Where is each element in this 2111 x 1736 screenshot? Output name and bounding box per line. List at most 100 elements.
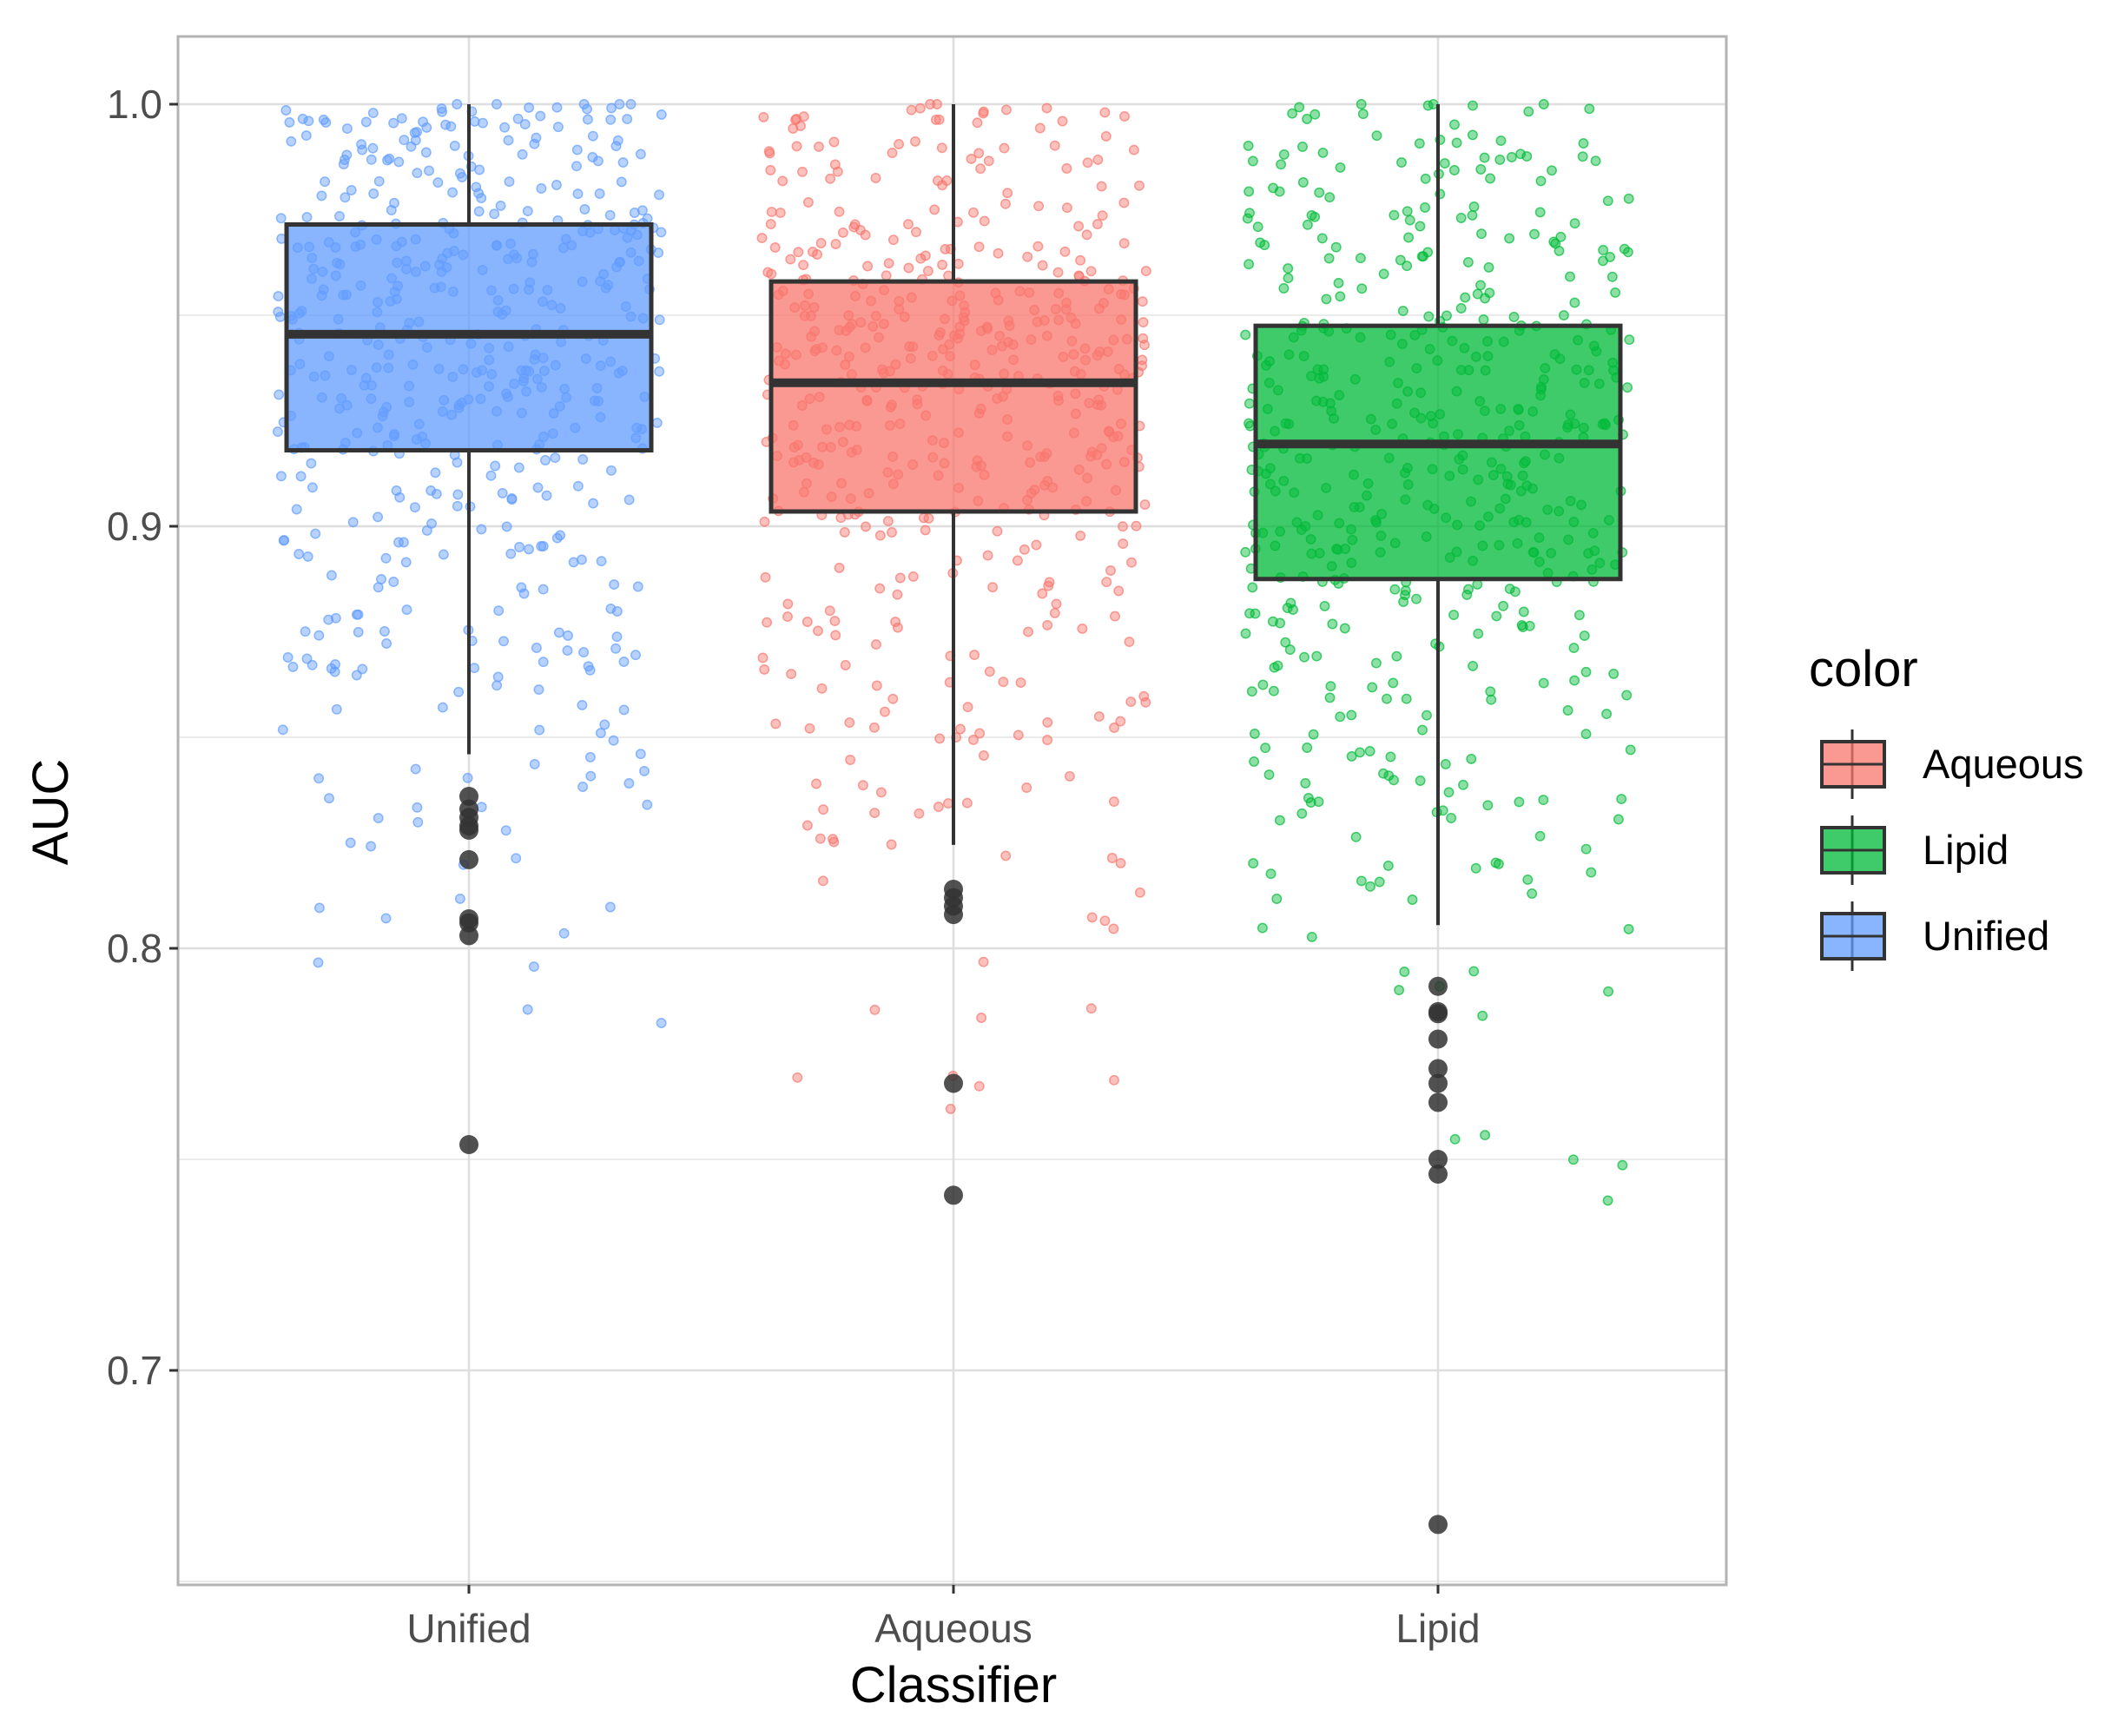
data-point — [1244, 420, 1256, 432]
data-point — [578, 99, 590, 109]
data-point — [1314, 187, 1325, 198]
data-point — [341, 149, 353, 161]
data-point — [756, 233, 768, 244]
data-point — [1073, 221, 1085, 232]
data-point — [818, 804, 829, 815]
data-point — [1389, 209, 1400, 221]
data-point — [300, 130, 312, 142]
data-point — [907, 571, 919, 582]
data-point — [516, 582, 527, 593]
data-point — [474, 164, 485, 175]
outlier-point — [944, 1073, 963, 1093]
data-point — [1257, 679, 1269, 690]
data-point — [973, 1080, 985, 1092]
y-axis: 0.7 0.8 0.9 1.0 — [107, 82, 178, 1393]
data-point — [1012, 555, 1023, 566]
data-point — [830, 630, 841, 641]
data-point — [1249, 728, 1260, 739]
data-point — [1467, 209, 1478, 221]
data-point — [583, 661, 594, 672]
data-point — [1480, 1130, 1491, 1141]
data-point — [1476, 228, 1487, 240]
y-tick-label: 0.9 — [107, 504, 162, 549]
data-point — [1404, 215, 1415, 226]
data-point — [943, 798, 953, 809]
data-point — [1610, 287, 1621, 298]
data-point — [1403, 232, 1415, 243]
data-point — [412, 816, 424, 828]
data-point — [376, 574, 386, 584]
data-point — [622, 114, 633, 125]
data-point — [868, 722, 880, 733]
data-point — [1547, 165, 1557, 176]
data-point — [1309, 109, 1321, 120]
data-point — [1022, 251, 1033, 262]
data-point — [578, 647, 590, 658]
data-point — [1578, 138, 1589, 149]
data-point — [1371, 130, 1382, 142]
data-point — [1323, 253, 1335, 264]
data-point — [1302, 114, 1313, 124]
data-point — [1082, 157, 1093, 168]
data-point — [817, 875, 828, 887]
data-point — [1297, 177, 1309, 188]
data-point — [552, 122, 564, 133]
data-point — [1498, 600, 1509, 611]
data-point — [1407, 894, 1418, 905]
data-point — [1118, 538, 1129, 550]
data-point — [295, 471, 307, 482]
data-point — [538, 541, 549, 551]
data-point — [1573, 610, 1585, 621]
data-point — [596, 556, 607, 567]
data-point — [1472, 578, 1483, 590]
data-point — [1284, 644, 1296, 656]
data-point — [1303, 793, 1314, 803]
data-point — [469, 663, 480, 674]
data-point — [360, 116, 372, 128]
data-point — [1490, 857, 1501, 868]
outlier-point — [459, 926, 478, 946]
data-point — [449, 140, 460, 151]
data-point — [1411, 593, 1422, 604]
data-point — [934, 733, 946, 744]
data-point — [302, 551, 313, 562]
data-point — [656, 1018, 667, 1028]
data-point — [1092, 154, 1104, 165]
data-point — [1467, 129, 1478, 141]
data-point — [1350, 831, 1362, 842]
data-point — [1356, 875, 1367, 887]
data-point — [1458, 779, 1468, 790]
data-point — [432, 177, 444, 188]
data-point — [785, 254, 796, 265]
data-point — [616, 176, 627, 188]
legend-label: Unified — [1923, 913, 2049, 959]
data-point — [653, 248, 664, 259]
data-point — [1093, 711, 1105, 723]
data-point — [791, 141, 802, 152]
data-point — [498, 636, 509, 647]
data-point — [1355, 747, 1365, 758]
data-point — [1311, 650, 1323, 662]
data-point — [1437, 805, 1448, 816]
data-point — [512, 113, 524, 124]
data-point — [1317, 147, 1329, 158]
data-point — [828, 834, 839, 845]
data-point — [1300, 777, 1311, 789]
data-point — [887, 527, 897, 538]
data-point — [1125, 696, 1137, 708]
data-point — [334, 211, 345, 221]
data-point — [280, 105, 292, 116]
data-point — [1420, 202, 1430, 213]
data-point — [471, 182, 482, 193]
data-point — [300, 626, 311, 637]
data-point — [1527, 888, 1538, 899]
data-point — [840, 660, 851, 670]
data-point — [1259, 240, 1270, 251]
data-point — [1605, 251, 1616, 262]
data-point — [594, 188, 605, 199]
data-point — [978, 106, 989, 117]
data-point — [577, 782, 589, 792]
data-point — [551, 102, 563, 113]
data-point — [857, 780, 868, 791]
data-point — [393, 537, 404, 548]
